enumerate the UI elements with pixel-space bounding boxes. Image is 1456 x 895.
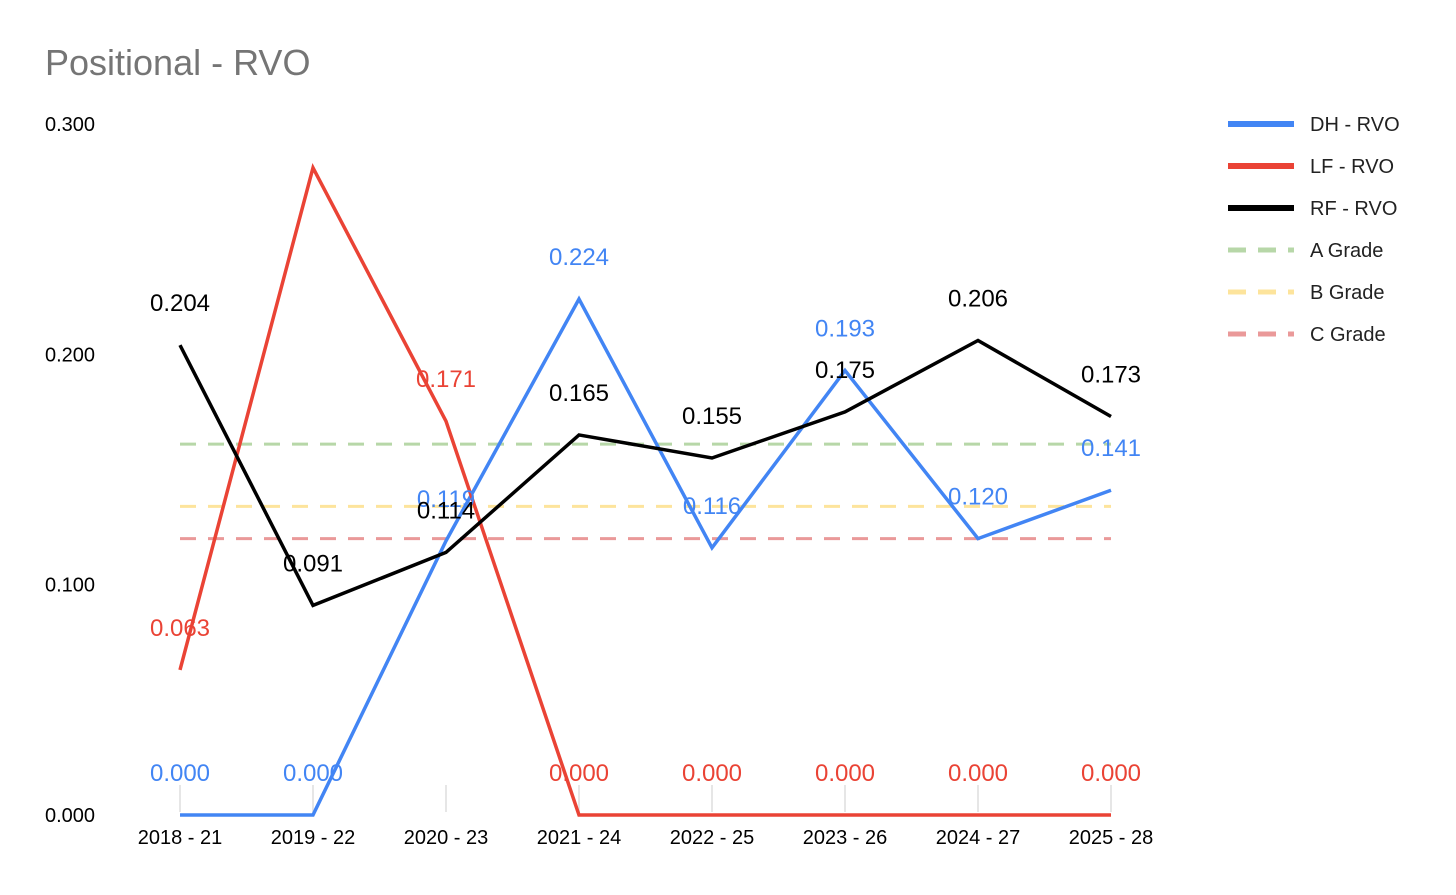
category-tick-marks bbox=[179, 785, 1112, 812]
series-lines bbox=[178, 162, 1112, 817]
series-line-lf-rvo bbox=[178, 162, 1111, 817]
data-labels: 0.000 0.000 0.119 0.224 0.116 0.193 0.120 0.141… bbox=[150, 244, 1141, 787]
data-label: 0.224 bbox=[549, 244, 609, 271]
legend-label: A Grade bbox=[1310, 240, 1383, 262]
legend-label: LF - RVO bbox=[1310, 156, 1394, 178]
data-label: 0.000 bbox=[549, 760, 609, 787]
x-tick-label: 2020 - 23 bbox=[404, 827, 489, 849]
series-line-rf-rvo bbox=[178, 338, 1112, 608]
y-tick-label: 0.000 bbox=[45, 805, 95, 827]
data-label: 0.173 bbox=[1081, 362, 1141, 389]
data-label: 0.000 bbox=[150, 760, 210, 787]
data-label: 0.114 bbox=[417, 497, 475, 524]
legend-label: C Grade bbox=[1310, 324, 1386, 346]
data-label: 0.171 bbox=[416, 366, 476, 393]
legend-label: B Grade bbox=[1310, 282, 1384, 304]
x-axis: 2018 - 21 2019 - 22 2020 - 23 2021 - 24 2022… bbox=[138, 827, 1154, 849]
data-label: 0.063 bbox=[150, 615, 210, 642]
data-label: 0.000 bbox=[283, 760, 343, 787]
series-line-dh-rvo bbox=[180, 295, 1112, 817]
data-label: 0.000 bbox=[815, 760, 875, 787]
x-tick-label: 2025 - 28 bbox=[1069, 827, 1154, 849]
data-label: 0.000 bbox=[1081, 760, 1141, 787]
legend: DH - RVO LF - RVO RF - RVO A Grade B Grade C … bbox=[1228, 114, 1400, 346]
legend-label: RF - RVO bbox=[1310, 198, 1397, 220]
legend-label: DH - RVO bbox=[1310, 114, 1400, 136]
x-tick-label: 2019 - 22 bbox=[271, 827, 356, 849]
data-label: 0.165 bbox=[549, 380, 609, 407]
y-axis: 0.000 0.100 0.200 0.300 bbox=[45, 114, 95, 827]
data-label: 0.000 bbox=[682, 760, 742, 787]
y-tick-label: 0.300 bbox=[45, 114, 95, 136]
y-tick-label: 0.200 bbox=[45, 344, 95, 366]
data-label: 0.193 bbox=[815, 315, 875, 342]
x-tick-label: 2022 - 25 bbox=[670, 827, 755, 849]
x-tick-label: 2021 - 24 bbox=[537, 827, 622, 849]
x-tick-label: 2018 - 21 bbox=[138, 827, 223, 849]
data-label: 0.206 bbox=[948, 286, 1008, 313]
x-tick-label: 2024 - 27 bbox=[936, 827, 1021, 849]
chart-title: Positional - RVO bbox=[45, 42, 310, 83]
data-label: 0.119 bbox=[417, 486, 475, 513]
y-tick-label: 0.100 bbox=[45, 575, 95, 597]
x-tick-label: 2023 - 26 bbox=[803, 827, 888, 849]
data-label: 0.000 bbox=[948, 760, 1008, 787]
data-label: 0.120 bbox=[948, 484, 1008, 511]
data-label: 0.155 bbox=[682, 403, 742, 430]
data-label: 0.141 bbox=[1081, 435, 1141, 462]
data-label: 0.204 bbox=[150, 290, 210, 317]
data-label: 0.175 bbox=[815, 357, 875, 384]
data-label: 0.091 bbox=[283, 550, 343, 577]
data-label: 0.116 bbox=[683, 493, 741, 520]
